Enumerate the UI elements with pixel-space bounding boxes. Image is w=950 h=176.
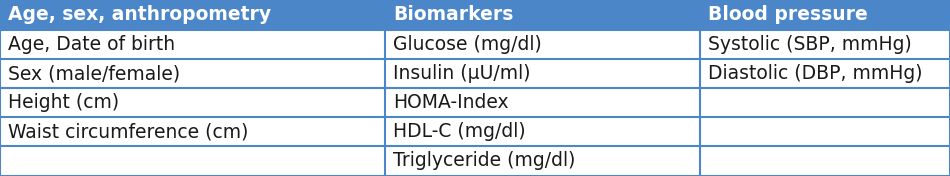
Text: HOMA-Index: HOMA-Index xyxy=(393,93,508,112)
Text: Age, Date of birth: Age, Date of birth xyxy=(8,35,175,54)
Bar xyxy=(0,59,385,88)
Text: Glucose (mg/dl): Glucose (mg/dl) xyxy=(393,35,541,54)
Text: Sex (male/female): Sex (male/female) xyxy=(8,64,180,83)
Bar xyxy=(385,117,700,146)
Bar xyxy=(385,88,700,117)
Bar xyxy=(385,59,700,88)
Text: Diastolic (DBP, mmHg): Diastolic (DBP, mmHg) xyxy=(708,64,922,83)
Bar xyxy=(700,88,950,117)
Text: Triglyceride (mg/dl): Triglyceride (mg/dl) xyxy=(393,151,576,170)
Bar xyxy=(700,59,950,88)
Bar xyxy=(385,0,700,30)
Bar xyxy=(700,146,950,175)
Text: Biomarkers: Biomarkers xyxy=(393,5,513,24)
Bar xyxy=(700,117,950,146)
Bar xyxy=(0,30,385,59)
Text: Systolic (SBP, mmHg): Systolic (SBP, mmHg) xyxy=(708,35,912,54)
Text: Height (cm): Height (cm) xyxy=(8,93,119,112)
Bar xyxy=(700,30,950,59)
Text: Blood pressure: Blood pressure xyxy=(708,5,867,24)
Text: Age, sex, anthropometry: Age, sex, anthropometry xyxy=(8,5,271,24)
Bar xyxy=(0,146,385,175)
Bar xyxy=(0,0,385,30)
Text: Insulin (μU/ml): Insulin (μU/ml) xyxy=(393,64,530,83)
Bar xyxy=(700,0,950,30)
Text: HDL-C (mg/dl): HDL-C (mg/dl) xyxy=(393,122,525,141)
Text: Waist circumference (cm): Waist circumference (cm) xyxy=(8,122,248,141)
Bar xyxy=(385,30,700,59)
Bar xyxy=(0,88,385,117)
Bar xyxy=(0,117,385,146)
Bar xyxy=(385,146,700,175)
